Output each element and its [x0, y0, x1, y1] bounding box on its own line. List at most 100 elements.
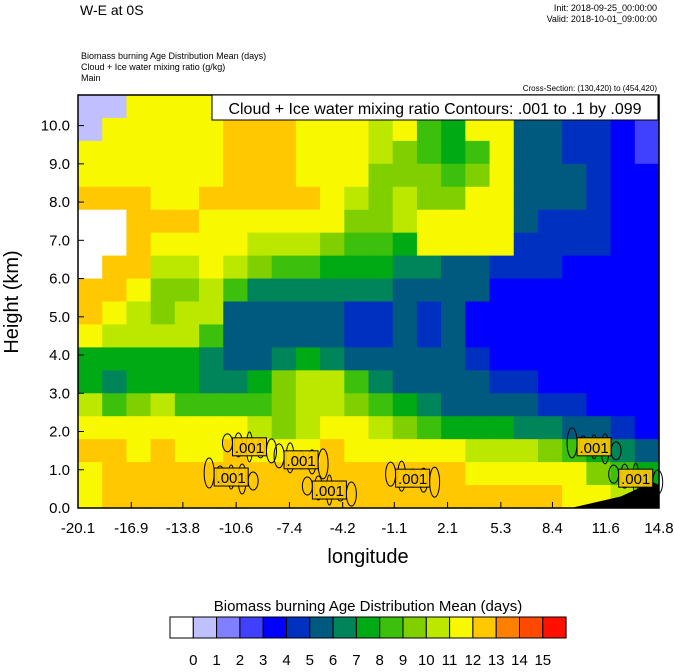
heatmap-cell: [610, 140, 636, 165]
heatmap-cell: [320, 255, 345, 280]
heatmap-cell: [223, 278, 249, 303]
heatmap-cell: [247, 209, 273, 234]
axis-ticks: -20.1 -16.9 -13.8 -10.6 -7.4 -4.2 -1.1 2.1 5.3 8.…: [41, 118, 674, 537]
heatmap-cell: [295, 117, 321, 142]
y-tick-label: 4.0: [49, 347, 70, 364]
x-tick-label: -16.9: [114, 520, 148, 537]
heatmap-cell: [126, 117, 152, 142]
heatmap-cell: [537, 462, 563, 486]
heatmap-cell: [320, 370, 345, 394]
heatmap-cell: [320, 416, 345, 440]
heatmap-cell: [489, 416, 515, 440]
heatmap-cell: [150, 163, 176, 188]
heatmap-cell: [150, 393, 176, 417]
heatmap-cell: [150, 347, 176, 371]
contour-label: .001: [398, 471, 427, 488]
heatmap-cell: [586, 255, 612, 280]
heatmap-cell: [610, 163, 636, 188]
heatmap-cell: [537, 301, 563, 326]
heatmap-cell: [102, 186, 128, 211]
heatmap-cell: [78, 186, 103, 211]
heatmap-cell: [174, 347, 200, 371]
heatmap-cell: [489, 324, 515, 348]
heatmap-cell: [247, 117, 273, 142]
heatmap-cell: [102, 324, 128, 348]
heatmap-cell: [295, 255, 321, 280]
heatmap-cell: [465, 462, 491, 486]
contour-label-box: [213, 467, 249, 487]
heatmap-cell: [78, 301, 103, 326]
heatmap-cell: [126, 140, 152, 165]
heatmap-cell: [416, 117, 442, 142]
heatmap-cell: [392, 278, 418, 303]
colorbar-label: 11: [442, 652, 458, 667]
heatmap-cell: [174, 324, 200, 348]
heatmap-cell: [320, 347, 345, 371]
heatmap-cell: [199, 163, 224, 188]
heatmap-cell: [344, 209, 370, 234]
heatmap-cell: [489, 370, 515, 394]
heatmap-cell: [586, 117, 612, 142]
heatmap-cell: [610, 186, 636, 211]
heatmap-cell: [634, 370, 660, 394]
heatmap-cell: [392, 255, 418, 280]
heatmap-cell: [441, 462, 466, 486]
colorbar-label: 0: [189, 652, 197, 667]
heatmap-cell: [199, 324, 224, 348]
heatmap-cell: [562, 278, 587, 303]
x-axis-label: longitude: [327, 546, 408, 568]
heatmap-cell: [344, 117, 370, 142]
colorbar-swatch: [425, 616, 451, 639]
heatmap-cell: [392, 209, 418, 234]
heatmap-cell: [102, 462, 128, 486]
heatmap-cell: [126, 95, 152, 119]
heatmap-cell: [150, 232, 176, 257]
heatmap-cell: [150, 117, 176, 142]
contour-label: .001: [315, 483, 344, 500]
heatmap-cell: [562, 324, 587, 348]
heatmap-cell: [150, 370, 176, 394]
contour-label: .001: [286, 453, 315, 470]
colorbar-label: 8: [376, 652, 384, 667]
terrain: [570, 481, 659, 508]
y-tick-label: 2.0: [49, 424, 70, 441]
heatmap-cell: [489, 462, 515, 486]
contour-label-box: [231, 437, 267, 457]
heatmap-cell: [102, 370, 128, 394]
heatmap-cell: [368, 347, 394, 371]
heatmap-cell: [247, 370, 273, 394]
field-label-2: Cloud + Ice water mixing ratio (g/kg): [81, 62, 225, 72]
heatmap-cell: [150, 255, 176, 280]
colorbar-swatch: [216, 616, 241, 639]
field-label-3: Main: [81, 73, 101, 83]
colorbar-label: 3: [259, 652, 267, 667]
heatmap-cell: [295, 232, 321, 257]
heatmap-cell: [610, 393, 636, 417]
heatmap-cell: [537, 186, 563, 211]
heatmap-cell: [537, 416, 563, 440]
heatmap-cell: [199, 209, 224, 234]
heatmap-cell: [126, 370, 152, 394]
heatmap-cell: [78, 117, 103, 142]
contour-label: .001: [579, 440, 608, 457]
heatmap-cell: [513, 324, 539, 348]
y-tick-label: 8.0: [49, 194, 70, 211]
contour-label-box: [283, 450, 319, 470]
heatmap-cell: [271, 232, 297, 257]
heatmap-cell: [78, 324, 103, 348]
x-tick-label: 8.4: [542, 520, 563, 537]
field-label-1: Biomass burning Age Distribution Mean (d…: [81, 51, 266, 61]
heatmap-cell: [223, 416, 249, 440]
heatmap-cell: [199, 117, 224, 142]
heatmap-cell: [295, 140, 321, 165]
heatmap-cell: [247, 301, 273, 326]
heatmap-cell: [199, 393, 224, 417]
heatmap-cell: [368, 301, 394, 326]
colorbar-swatch: [379, 616, 404, 639]
heatmap-cell: [174, 117, 200, 142]
heatmap-cell: [247, 255, 273, 280]
heatmap-cell: [174, 140, 200, 165]
heatmap-cell: [174, 163, 200, 188]
heatmap-cell: [634, 301, 660, 326]
heatmap-cell: [416, 140, 442, 165]
